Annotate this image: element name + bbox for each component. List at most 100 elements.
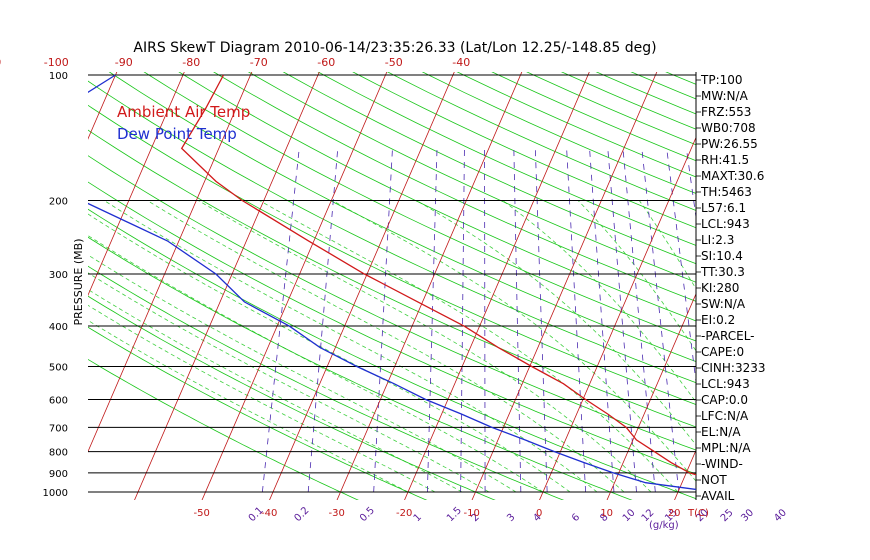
pressure-tick-label: 700 — [49, 423, 68, 434]
bottom-temp-tick-label: -40 — [261, 508, 277, 519]
pressure-tick-label: 500 — [49, 362, 68, 373]
top-temp-tick-label: -40 — [452, 56, 470, 69]
mixing-ratio-label: 30 — [739, 507, 756, 524]
isotherm-line — [471, 72, 658, 500]
chart-title: AIRS SkewT Diagram 2010-06-14/23:35:26.3… — [133, 40, 656, 56]
mixing-ratio-label: 1 — [412, 512, 424, 524]
isotherm-line — [742, 56, 870, 501]
top-temp-tick-label: -110 — [0, 56, 1, 69]
mixing-ratio-unit-label: (g/kg) — [649, 520, 679, 531]
mixing-ratio-line — [607, 148, 637, 493]
mixing-ratio-label: 1.5 — [445, 505, 464, 524]
mixing-ratio-line — [484, 148, 486, 493]
pressure-tick-label: 200 — [49, 197, 68, 208]
index-entry: -WIND- — [701, 457, 743, 471]
bottom-temp-tick-label: -10 — [464, 508, 480, 519]
index-entry: EL:N/A — [701, 425, 741, 439]
index-entry: LFC:N/A — [701, 409, 749, 423]
moist-adiabat-line — [147, 200, 625, 493]
dry-adiabat-line — [386, 72, 696, 211]
mixing-ratio-line — [426, 148, 438, 493]
x-axis-unit-label: T(C) — [687, 508, 709, 519]
mixing-ratio-lines — [261, 148, 696, 493]
dry-adiabat-line — [88, 326, 428, 500]
pressure-tick-label: 800 — [49, 448, 68, 459]
index-entry: LI:2.3 — [701, 233, 734, 247]
mixing-ratio-line — [685, 148, 696, 220]
bottom-temp-tick-label: -20 — [396, 508, 412, 519]
dry-adiabat-line — [88, 104, 696, 405]
dewpoint-profile-line — [88, 74, 696, 491]
dry-adiabat-line — [88, 358, 359, 500]
index-entry: RH:41.5 — [701, 153, 749, 167]
index-entry: -PARCEL- — [701, 329, 755, 343]
isotherm-line — [88, 72, 118, 140]
index-entry: TT:30.3 — [700, 265, 745, 279]
mixing-ratio-line — [666, 148, 696, 385]
isobars — [88, 72, 697, 500]
moist-adiabat-line — [577, 200, 696, 352]
isotherm-line — [404, 72, 590, 500]
top-temp-tick-label: -50 — [385, 56, 403, 69]
index-entry: EI:0.2 — [701, 313, 735, 327]
dry-adiabat-line — [247, 72, 696, 283]
pressure-tick-label: 900 — [49, 469, 68, 480]
index-entry: AVAIL — [701, 489, 735, 503]
y-axis-label: PRESSURE (MB) — [72, 239, 85, 326]
index-entry: L57:6.1 — [701, 201, 746, 215]
moist-adiabat-line — [198, 200, 652, 493]
mixing-ratio-label: 10 — [621, 507, 638, 524]
pressure-tick-label: 300 — [49, 270, 68, 281]
index-entry: KI:280 — [701, 281, 739, 295]
dry-adiabat-line — [282, 72, 696, 265]
mixing-ratio-line — [373, 148, 393, 493]
index-entry: SI:10.4 — [701, 249, 743, 263]
dry-adiabat-line — [108, 72, 696, 362]
dry-adiabat-line — [662, 56, 870, 501]
index-entry: WB0:708 — [701, 121, 756, 135]
dry-adiabat-line — [491, 72, 696, 162]
stability-indices-panel: TP:100 MW:N/A FRZ:553 WB0:708 PW:26.55 RH:41.… — [696, 73, 766, 503]
dry-adiabat-line — [352, 72, 696, 229]
index-entry: CINH:3233 — [701, 361, 766, 375]
mixing-ratio-label: 0.5 — [358, 505, 377, 524]
mixing-ratio-line — [566, 148, 587, 493]
mixing-ratio-line — [460, 148, 465, 493]
dry-adiabat-line — [88, 208, 696, 500]
mixing-ratio-label: 25 — [719, 507, 736, 524]
isotherm-line — [88, 72, 253, 453]
bottom-temp-tick-label: -30 — [329, 508, 345, 519]
mixing-ratio-label: 3 — [505, 512, 517, 524]
bottom-temp-tick-label: -50 — [194, 508, 210, 519]
index-entry: MPL:N/A — [701, 441, 751, 455]
dry-adiabat-line — [178, 72, 696, 322]
dry-adiabat-line — [213, 72, 696, 302]
bottom-temp-tick-label: 10 — [600, 508, 613, 519]
sounding-profiles — [88, 74, 696, 491]
mixing-ratio-label: 40 — [772, 507, 789, 524]
index-entry: LCL:943 — [701, 377, 750, 391]
moist-adiabat-line — [416, 200, 696, 446]
isotherm-line — [606, 292, 696, 500]
dry-adiabat-line — [88, 295, 496, 500]
isotherm-line — [336, 72, 523, 500]
pressure-tick-label: 600 — [49, 395, 68, 406]
mixing-ratio-line — [641, 148, 680, 493]
top-temp-tick-label: -100 — [44, 56, 69, 69]
moist-adiabat-line — [88, 235, 544, 493]
isotherm-line — [134, 72, 320, 500]
isotherm-line — [809, 56, 870, 501]
top-temp-tick-label: -70 — [250, 56, 268, 69]
dry-adiabat-line — [526, 72, 696, 146]
index-entry: FRZ:553 — [701, 105, 751, 119]
mixing-ratio-label: 0.2 — [293, 505, 312, 524]
mixing-ratio-line — [622, 148, 656, 493]
index-entry: TP:100 — [700, 73, 743, 87]
pressure-tick-label: 1000 — [43, 488, 68, 499]
pressure-tick-label: 400 — [49, 322, 68, 333]
top-temp-tick-label: -80 — [182, 56, 200, 69]
dry-adiabat-line — [88, 80, 696, 384]
pressure-tick-label: 100 — [49, 71, 68, 82]
isotherm-line — [269, 72, 455, 500]
